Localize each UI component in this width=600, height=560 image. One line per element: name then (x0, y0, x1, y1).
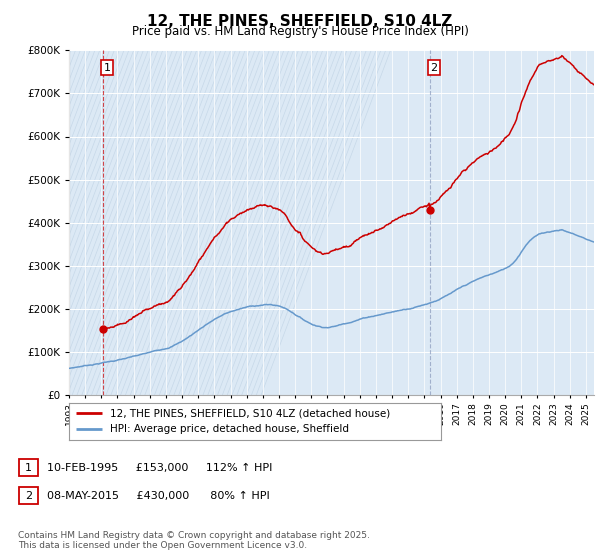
Text: 2: 2 (431, 63, 437, 73)
Text: 1: 1 (25, 463, 32, 473)
Text: 08-MAY-2015     £430,000      80% ↑ HPI: 08-MAY-2015 £430,000 80% ↑ HPI (47, 491, 270, 501)
Text: 2: 2 (25, 491, 32, 501)
Text: 10-FEB-1995     £153,000     112% ↑ HPI: 10-FEB-1995 £153,000 112% ↑ HPI (47, 463, 273, 473)
Text: 12, THE PINES, SHEFFIELD, S10 4LZ (detached house): 12, THE PINES, SHEFFIELD, S10 4LZ (detac… (110, 408, 390, 418)
Text: 1: 1 (104, 63, 110, 73)
Text: Price paid vs. HM Land Registry's House Price Index (HPI): Price paid vs. HM Land Registry's House … (131, 25, 469, 38)
Text: 12, THE PINES, SHEFFIELD, S10 4LZ: 12, THE PINES, SHEFFIELD, S10 4LZ (148, 14, 452, 29)
Text: Contains HM Land Registry data © Crown copyright and database right 2025.
This d: Contains HM Land Registry data © Crown c… (18, 531, 370, 550)
Text: HPI: Average price, detached house, Sheffield: HPI: Average price, detached house, Shef… (110, 424, 349, 435)
